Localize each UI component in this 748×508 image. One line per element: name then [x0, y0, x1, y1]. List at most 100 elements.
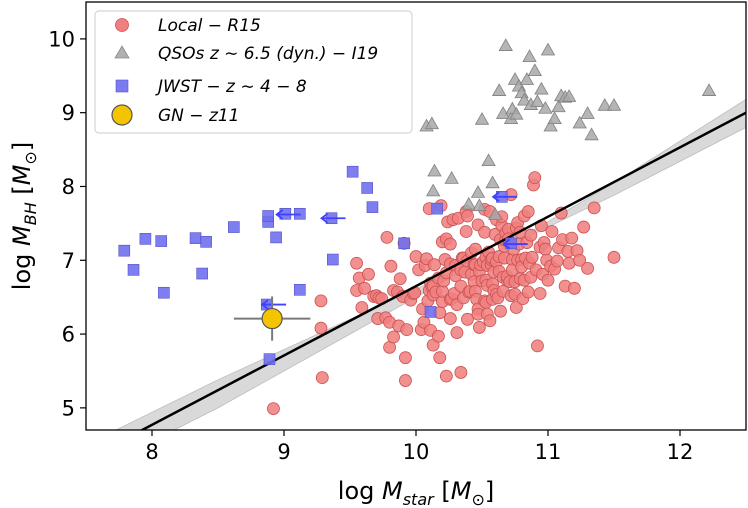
qso-point [561, 89, 577, 102]
jwst-point [139, 233, 152, 245]
local-point [525, 250, 539, 264]
local-series [267, 171, 621, 416]
y-tick-label: 5 [62, 396, 75, 420]
legend-label-qso: QSOs z ∼ 6.5 (dyn.) − I19 [158, 44, 378, 64]
jwst-point [431, 202, 443, 215]
x-axis-label: log Mstar [M⊙] [338, 477, 494, 508]
local-point [483, 314, 497, 328]
local-point [314, 294, 328, 308]
qso-series [419, 38, 717, 220]
local-point [562, 256, 576, 270]
plot-area [115, 38, 746, 430]
jwst-point [327, 253, 339, 266]
qso-point [424, 116, 440, 130]
qso-point [461, 196, 476, 210]
jwst-point [127, 264, 140, 276]
jwst-point [262, 210, 274, 222]
jwst-point [200, 236, 212, 248]
qso-point [543, 118, 558, 132]
jwst-point [228, 221, 240, 233]
local-point [393, 272, 407, 286]
local-point [387, 330, 400, 344]
qso-point [427, 163, 442, 177]
qso-point [481, 153, 496, 167]
jwst-point [118, 244, 131, 257]
jwst-point [346, 165, 359, 178]
qso-point [538, 100, 553, 114]
local-point [577, 220, 591, 234]
local-point [461, 312, 474, 326]
jwst-point [398, 237, 410, 250]
qso-point [517, 92, 532, 106]
local-point [581, 261, 594, 275]
upper-limit-arrows [260, 191, 528, 310]
legend-marker-local [115, 18, 129, 32]
qso-point [519, 72, 535, 85]
qso-point [509, 106, 524, 120]
local-point [494, 304, 507, 318]
legend-label-jwst: JWST − z ∼ 4 − 8 [155, 77, 307, 97]
local-point [587, 201, 601, 215]
local-point [439, 369, 453, 383]
legend-marker-gnz11 [111, 104, 133, 126]
y-tick-label: 10 [48, 27, 75, 51]
y-tick-label: 7 [62, 249, 75, 273]
local-point [521, 285, 535, 299]
local-point [409, 250, 423, 263]
local-point [541, 273, 555, 287]
local-point [573, 253, 587, 267]
legend: Local − R15 QSOs z ∼ 6.5 (dyn.) − I19 JW… [94, 10, 413, 134]
legend-label-gnz11: GN − z11 [158, 106, 240, 126]
local-point [533, 287, 547, 300]
local-point [521, 205, 535, 218]
local-point [509, 301, 523, 314]
qso-point [572, 115, 587, 129]
qso-point [597, 97, 612, 111]
x-tick-label: 8 [145, 440, 158, 464]
local-point [428, 258, 441, 272]
local-point [568, 281, 581, 295]
local-point [350, 256, 364, 270]
local-point [400, 323, 414, 337]
qso-point [606, 97, 622, 111]
jwst-point [366, 201, 379, 213]
qso-point [474, 112, 490, 125]
local-point [459, 225, 473, 238]
gnz11-series [233, 296, 311, 341]
qso-point [425, 183, 441, 197]
local-point [461, 209, 474, 223]
legend-marker-jwst [115, 79, 129, 93]
local-point [314, 321, 328, 335]
fit-line [139, 111, 746, 430]
local-point [538, 242, 552, 256]
local-point [443, 237, 457, 251]
qso-point [444, 171, 459, 184]
y-tick-label: 9 [62, 101, 75, 125]
qso-point [488, 207, 503, 220]
upper-limit-arrow-head [320, 212, 329, 224]
legend-label-local: Local − R15 [158, 16, 261, 36]
local-point [432, 329, 445, 343]
local-point [531, 339, 544, 353]
local-point [607, 250, 621, 264]
qso-point [547, 111, 562, 124]
local-point [399, 351, 412, 365]
qso-point [551, 99, 566, 113]
jwst-point [158, 286, 170, 299]
x-tick-label: 10 [403, 440, 430, 464]
local-point [550, 254, 564, 268]
qso-point [534, 81, 549, 95]
upper-limit-arrow-head [275, 209, 284, 220]
local-point [380, 230, 394, 244]
x-tick-label: 12 [667, 440, 694, 464]
qso-point [701, 83, 717, 96]
qso-point [540, 42, 556, 56]
local-point [524, 228, 538, 242]
local-point [362, 267, 375, 281]
y-axis: 5 6 7 8 9 10 [48, 27, 86, 420]
y-tick-label: 8 [62, 175, 75, 199]
upper-limit-arrow-head [260, 299, 269, 310]
qso-point [472, 198, 487, 212]
qso-point [522, 49, 537, 63]
